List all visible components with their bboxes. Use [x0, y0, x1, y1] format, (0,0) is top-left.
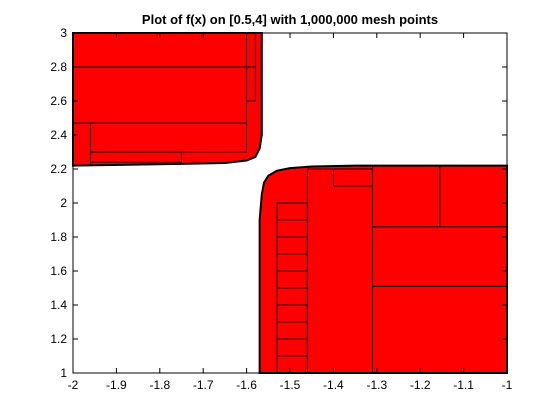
- mesh-box: [276, 270, 308, 289]
- y-tick-label: 2.6: [50, 94, 67, 108]
- mesh-box: [276, 338, 308, 357]
- y-tick-label: 2.8: [50, 60, 67, 74]
- y-tick-label: 3: [60, 26, 67, 40]
- y-tick-label: 1: [60, 366, 67, 380]
- x-tick-label: -1.4: [323, 378, 344, 392]
- mesh-box: [276, 202, 308, 221]
- chart-title: Plot of f(x) on [0.5,4] with 1,000,000 m…: [142, 12, 438, 27]
- region: [258, 164, 508, 374]
- x-tick-label: -1: [502, 378, 513, 392]
- mesh-box: [332, 168, 373, 187]
- y-tick-label: 1.8: [50, 230, 67, 244]
- mesh-box: [246, 66, 256, 102]
- x-tick-label: -1.3: [366, 378, 387, 392]
- y-tick-label: 1.4: [50, 298, 67, 312]
- y-tick-label: 2.2: [50, 162, 67, 176]
- y-tick-label: 2.4: [50, 128, 67, 142]
- x-tick-label: -1.6: [236, 378, 257, 392]
- y-tick-label: 1.6: [50, 264, 67, 278]
- x-tick-label: -1.1: [453, 378, 474, 392]
- y-tick-label: 1.2: [50, 332, 67, 346]
- mesh-box: [89, 151, 182, 163]
- mesh-box: [276, 304, 308, 323]
- x-tick-label: -1.5: [280, 378, 301, 392]
- x-tick-label: -1.8: [149, 378, 170, 392]
- x-tick-label: -1.2: [410, 378, 431, 392]
- x-tick-label: -2: [68, 378, 79, 392]
- x-tick-label: -1.7: [193, 378, 214, 392]
- mesh-box: [276, 236, 308, 255]
- x-tick-label: -1.9: [106, 378, 127, 392]
- y-tick-label: 2: [60, 196, 67, 210]
- region: [72, 32, 263, 167]
